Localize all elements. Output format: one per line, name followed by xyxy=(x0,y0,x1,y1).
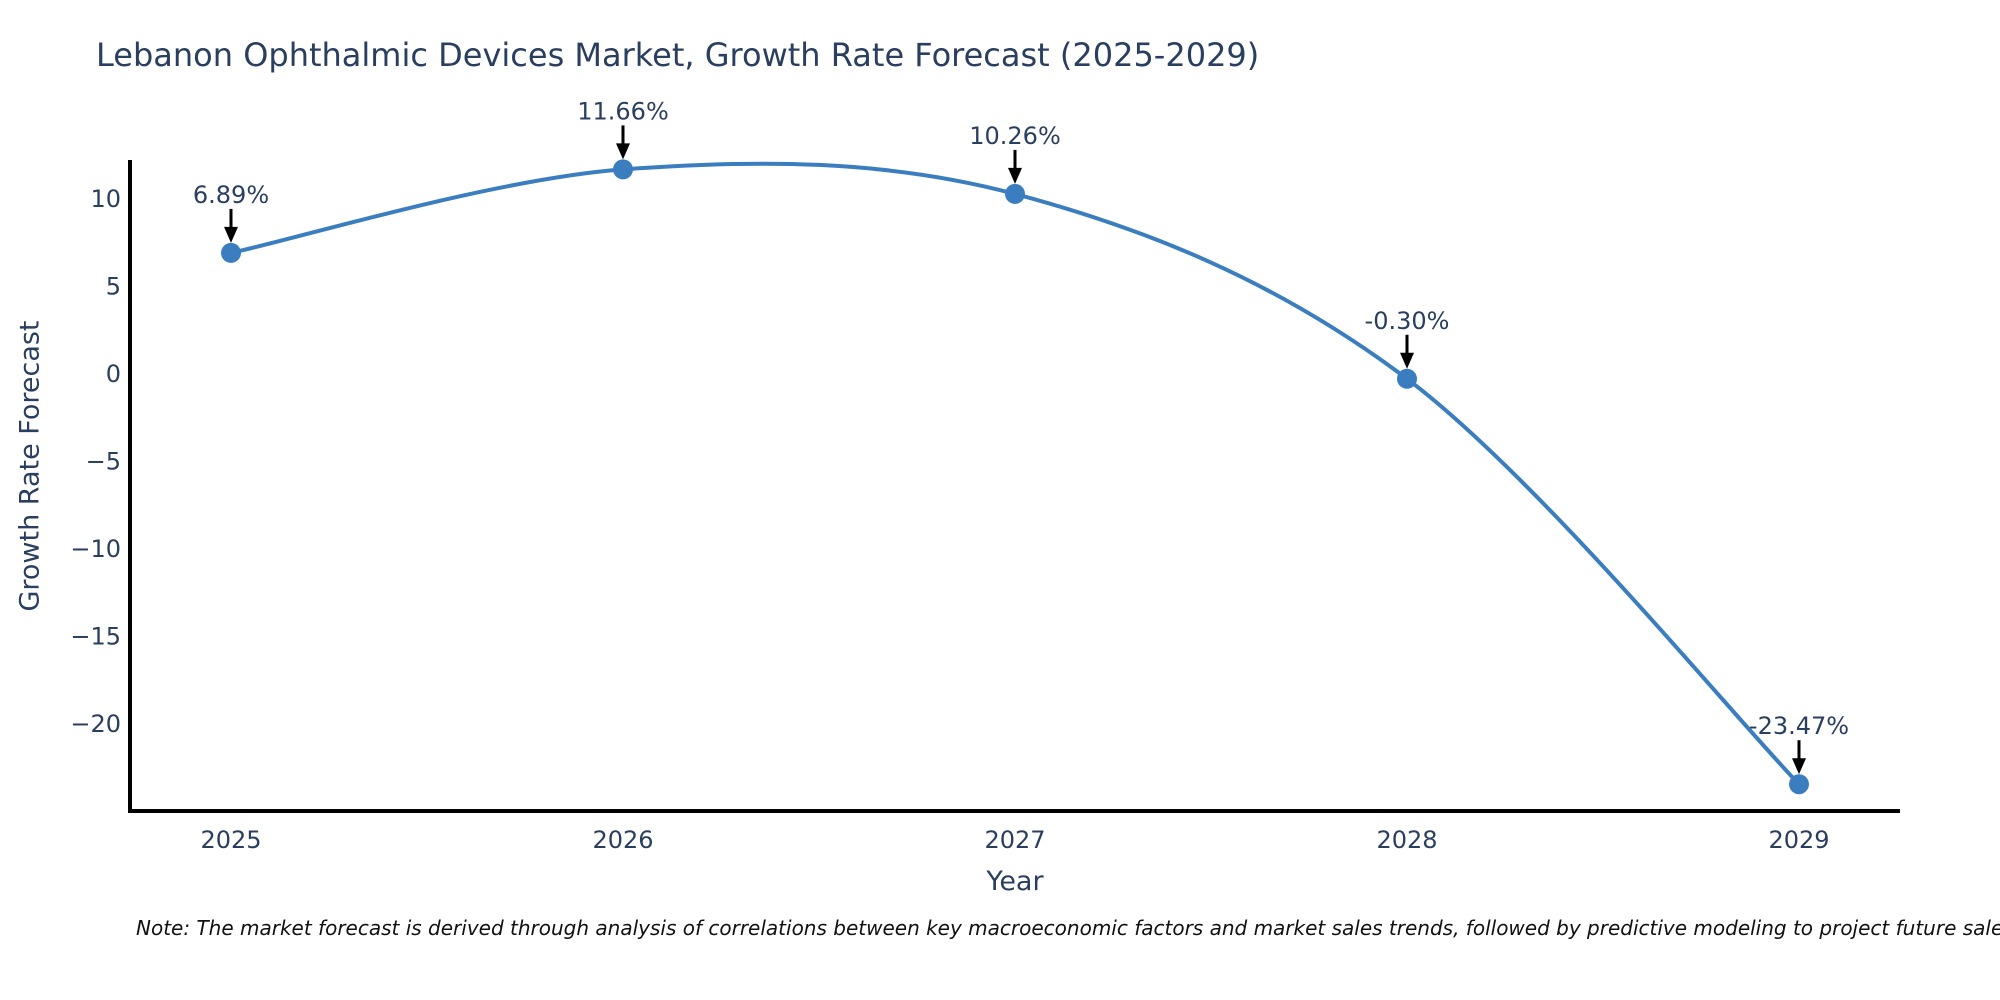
annotation-arrowhead xyxy=(616,143,630,160)
y-tick-label: −10 xyxy=(70,535,121,563)
annotation-label: 6.89% xyxy=(193,181,269,209)
footnote: Note: The market forecast is derived thr… xyxy=(136,916,2000,940)
annotation-label: 11.66% xyxy=(577,97,669,125)
y-tick-label: 0 xyxy=(106,360,121,388)
x-axis-title: Year xyxy=(986,866,1044,897)
data-point-marker xyxy=(613,159,633,180)
y-axis-title: Growth Rate Forecast xyxy=(14,320,46,612)
y-tick-label: 10 xyxy=(90,185,121,213)
annotation-label: 10.26% xyxy=(969,122,1061,150)
y-tick-label: 5 xyxy=(106,273,121,301)
annotation-arrowhead xyxy=(1008,167,1022,184)
data-point-marker xyxy=(1397,368,1417,389)
y-tick-label: −5 xyxy=(86,448,121,476)
y-tick-label: −20 xyxy=(70,710,121,738)
x-tick-label: 2029 xyxy=(1768,826,1829,854)
data-point-marker xyxy=(1005,183,1025,204)
x-tick-label: 2027 xyxy=(984,826,1045,854)
chart-title: Lebanon Ophthalmic Devices Market, Growt… xyxy=(96,36,1260,74)
annotation-arrowhead xyxy=(1792,758,1806,775)
data-point-marker xyxy=(221,242,241,263)
annotation-arrowhead xyxy=(1400,352,1414,369)
x-tick-label: 2025 xyxy=(200,826,261,854)
annotation-arrowhead xyxy=(224,226,238,243)
data-point-marker xyxy=(1789,774,1809,795)
annotation-label: -23.47% xyxy=(1749,712,1849,740)
x-tick-label: 2028 xyxy=(1376,826,1437,854)
x-tick-label: 2026 xyxy=(592,826,653,854)
forecast-curve xyxy=(230,161,1801,786)
annotation-label: -0.30% xyxy=(1365,307,1450,335)
y-tick-label: −15 xyxy=(70,623,121,651)
